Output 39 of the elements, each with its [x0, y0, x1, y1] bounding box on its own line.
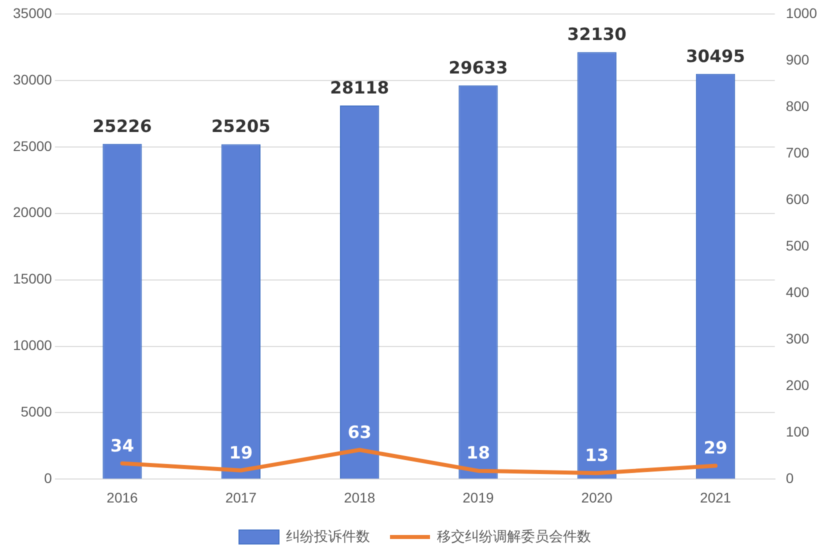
data-label: 25226 — [92, 116, 152, 137]
y-tick-label: 0 — [44, 470, 52, 486]
legend-label: 移交纠纷调解委员会件数 — [437, 528, 591, 544]
y-tick-label: 20000 — [12, 204, 52, 220]
y-tick-label: 35000 — [12, 4, 52, 21]
y2-tick-label: 400 — [786, 284, 810, 300]
data-label: 18 — [466, 444, 490, 464]
y2-tick-label: 1000 — [786, 4, 818, 21]
data-label: 19 — [229, 443, 253, 464]
x-tick-label: 2019 — [462, 489, 494, 506]
data-label: 30495 — [686, 46, 746, 67]
data-label: 13 — [585, 446, 609, 466]
y-tick-label: 10000 — [12, 337, 52, 354]
data-label: 25205 — [211, 117, 270, 138]
y2-tick-label: 0 — [786, 470, 794, 486]
y2-tick-label: 900 — [786, 51, 810, 68]
data-label: 29633 — [448, 58, 508, 78]
y2-tick-label: 600 — [786, 190, 810, 207]
y-tick-label: 15000 — [12, 270, 52, 287]
y2-tick-label: 500 — [786, 237, 810, 254]
data-label: 28118 — [330, 78, 390, 98]
y-tick-label: 25000 — [12, 138, 52, 154]
y2-tick-label: 100 — [786, 424, 810, 440]
data-label: 29 — [704, 438, 728, 459]
y2-tick-label: 200 — [786, 377, 810, 394]
data-label: 63 — [348, 422, 372, 443]
x-tick-label: 2016 — [106, 489, 138, 506]
y2-tick-label: 300 — [786, 330, 810, 346]
legend-label: 纠纷投诉件数 — [286, 528, 370, 544]
data-label: 32130 — [567, 25, 627, 46]
data-label: 34 — [110, 436, 134, 456]
y-tick-label: 5000 — [20, 404, 52, 420]
x-tick-label: 2021 — [700, 489, 732, 506]
x-tick-label: 2020 — [581, 489, 613, 506]
y2-tick-label: 700 — [786, 144, 810, 160]
y-tick-label: 30000 — [12, 71, 52, 88]
x-tick-label: 2018 — [344, 489, 376, 506]
x-tick-label: 2017 — [225, 489, 257, 506]
y2-tick-label: 800 — [786, 98, 810, 114]
